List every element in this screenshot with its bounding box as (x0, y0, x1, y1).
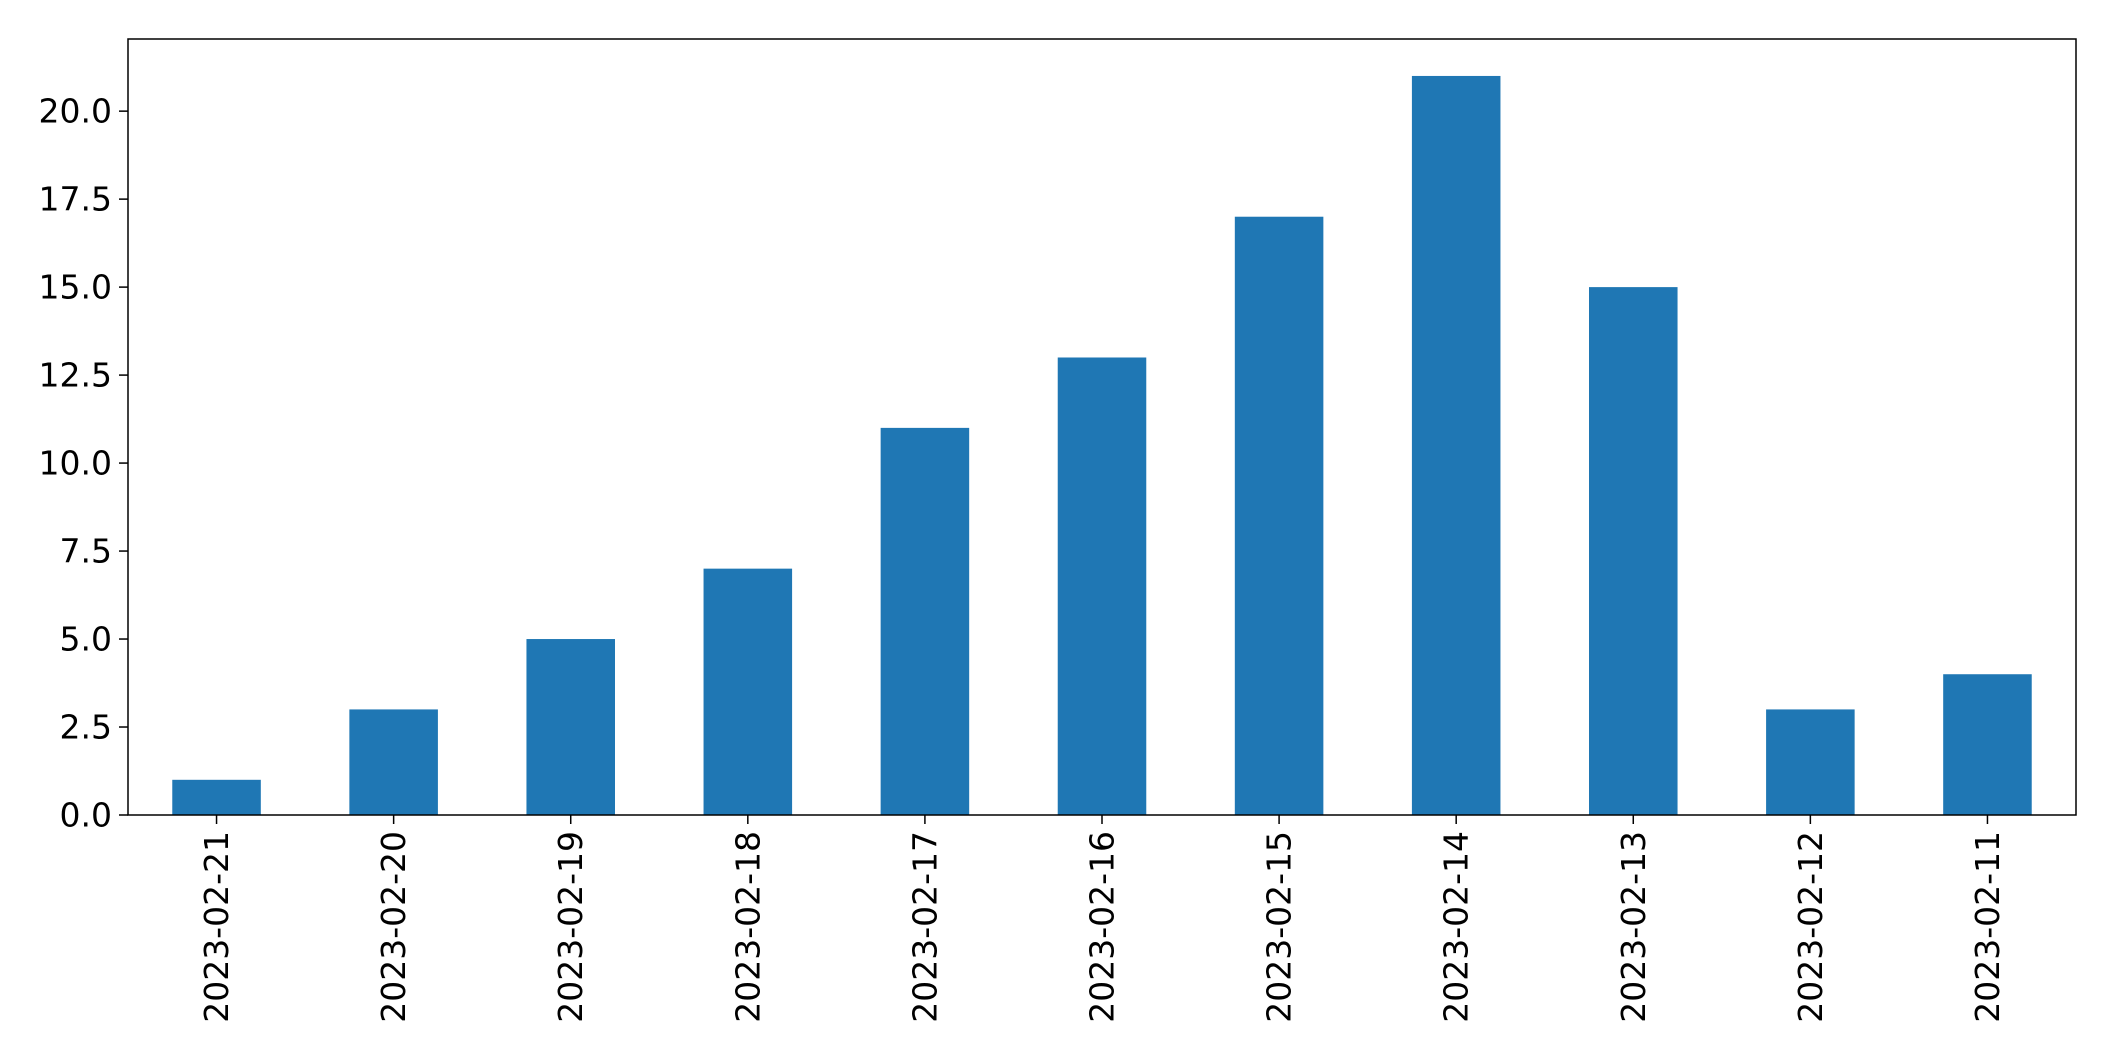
y-tick-label: 20.0 (39, 92, 112, 131)
x-tick-label: 2023-02-14 (1437, 831, 1476, 1023)
x-tick-label: 2023-02-12 (1791, 831, 1830, 1023)
x-tick-label: 2023-02-20 (374, 831, 413, 1023)
y-tick-label: 12.5 (39, 356, 112, 395)
y-tick-label: 0.0 (60, 796, 112, 835)
x-tick-label: 2023-02-13 (1614, 831, 1653, 1023)
bar-2023-02-17 (880, 427, 970, 815)
y-axis: 0.0 2.5 5.0 7.5 10.0 12.5 15.0 17.5 20.0 (39, 92, 128, 835)
y-tick-label: 10.0 (39, 444, 112, 483)
bar-2023-02-21 (172, 779, 261, 815)
y-tick-label: 7.5 (60, 532, 112, 571)
x-tick-label: 2023-02-18 (728, 831, 767, 1023)
x-tick-label: 2023-02-15 (1260, 831, 1299, 1023)
x-tick-label: 2023-02-21 (197, 831, 236, 1023)
x-tick-label: 2023-02-19 (551, 831, 590, 1023)
y-tick-label: 17.5 (39, 180, 112, 219)
x-tick-label: 2023-02-16 (1083, 831, 1122, 1023)
bar-2023-02-12 (1766, 709, 1855, 815)
bar-2023-02-19 (526, 639, 615, 815)
y-tick-label: 5.0 (60, 620, 112, 659)
bar-2023-02-15 (1234, 216, 1324, 815)
x-tick-label: 2023-02-11 (1968, 831, 2007, 1023)
bars-group (172, 75, 2032, 815)
x-axis: 2023-02-21 2023-02-20 2023-02-19 2023-02-18… (197, 815, 2007, 1023)
bar-2023-02-14 (1411, 75, 1501, 815)
plot-frame (127, 38, 2077, 816)
y-tick-label: 2.5 (60, 708, 112, 747)
bar-2023-02-18 (703, 568, 793, 815)
y-tick-label: 15.0 (39, 268, 112, 307)
bar-2023-02-16 (1057, 357, 1147, 815)
bar-2023-02-11 (1943, 674, 2032, 815)
x-tick-label: 2023-02-17 (905, 831, 944, 1023)
bar-2023-02-13 (1589, 287, 1678, 815)
bar-2023-02-20 (349, 709, 438, 815)
